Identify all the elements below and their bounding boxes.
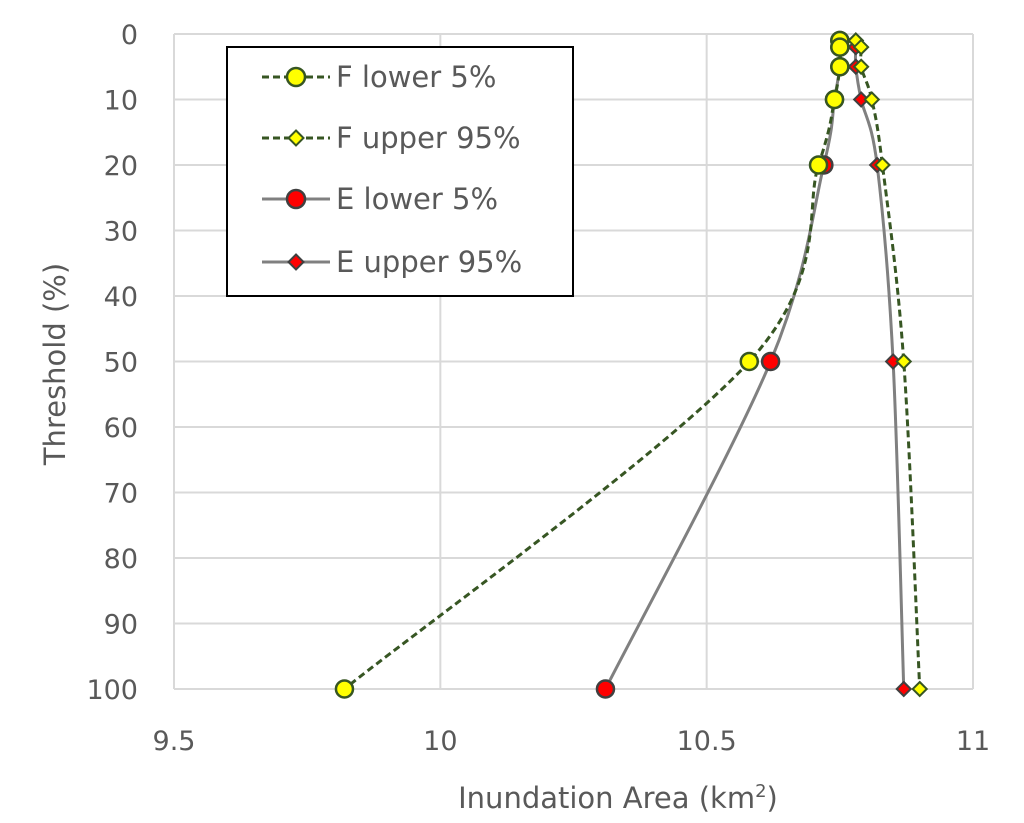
y-tick-label: 30 [104, 217, 138, 248]
x-tick-label: 11 [956, 726, 990, 757]
legend-label: E upper 95% [336, 245, 522, 279]
legend-item-f-lower-5: F lower 5% [262, 60, 496, 94]
x-axis-title-main: Inundation Area (km [458, 781, 755, 815]
x-tick-label: 10.5 [677, 726, 737, 757]
data-point [863, 91, 881, 108]
data-point [760, 351, 781, 372]
legend-marker [285, 188, 307, 210]
axis-titles: Inundation Area (km2) Threshold (%) [38, 263, 778, 815]
series-f-upper-95 [854, 39, 922, 690]
legend: F lower 5% F upper 95% E lower 5% E upper 9… [226, 46, 574, 297]
series-points-f-lower-5 [334, 30, 850, 699]
legend-box [226, 46, 574, 297]
x-tick-label: 10 [423, 726, 457, 757]
data-point [830, 57, 850, 77]
data-point [852, 38, 870, 56]
series-line-f-upper-95 [854, 39, 922, 690]
legend-label: F lower 5% [336, 60, 496, 94]
y-tick-label: 80 [104, 544, 138, 575]
data-point [874, 156, 891, 174]
y-tick-label: 40 [104, 282, 138, 313]
data-point [895, 680, 913, 698]
y-tick-label: 90 [104, 610, 138, 641]
legend-marker [285, 66, 307, 88]
series-layer [334, 30, 929, 699]
y-tick-label: 20 [104, 151, 138, 182]
data-point [808, 155, 829, 175]
legend-item-e-upper-95: E upper 95% [262, 245, 522, 279]
y-axis-title: Threshold (%) [38, 263, 72, 466]
y-tick-label: 100 [86, 675, 138, 706]
data-point [739, 351, 760, 372]
legend-label: F upper 95% [336, 121, 521, 155]
data-point [595, 679, 616, 699]
legend-marker [287, 129, 305, 147]
legend-label: E lower 5% [336, 182, 498, 216]
data-point [824, 89, 845, 110]
y-tick-label: 10 [104, 86, 138, 117]
series-e-lower-5 [604, 40, 842, 690]
series-points-e-lower-5 [595, 30, 850, 699]
y-tick-label: 60 [104, 413, 138, 444]
x-tick-label: 9.5 [153, 726, 196, 757]
y-tick-label: 70 [104, 479, 138, 510]
data-point [911, 680, 929, 698]
y-tick-label: 50 [104, 348, 138, 379]
legend-item-f-upper-95: F upper 95% [262, 121, 521, 155]
x-axis-title-close: ) [767, 781, 778, 815]
data-point [895, 353, 913, 370]
x-axis-title: Inundation Area (km2) [458, 781, 778, 815]
data-point [852, 58, 870, 76]
series-line-e-lower-5 [604, 40, 842, 690]
x-axis-title-sup: 2 [755, 781, 766, 802]
y-tick-label: 0 [121, 20, 138, 51]
legend-item-e-lower-5: E lower 5% [262, 182, 498, 216]
series-points-f-upper-95 [847, 32, 929, 698]
data-point [334, 679, 355, 699]
legend-marker [287, 253, 305, 271]
data-point [830, 37, 850, 57]
tick-labels: 0 10 20 30 40 50 60 70 80 90 100 9.5 10 10.5 11 [86, 20, 990, 757]
